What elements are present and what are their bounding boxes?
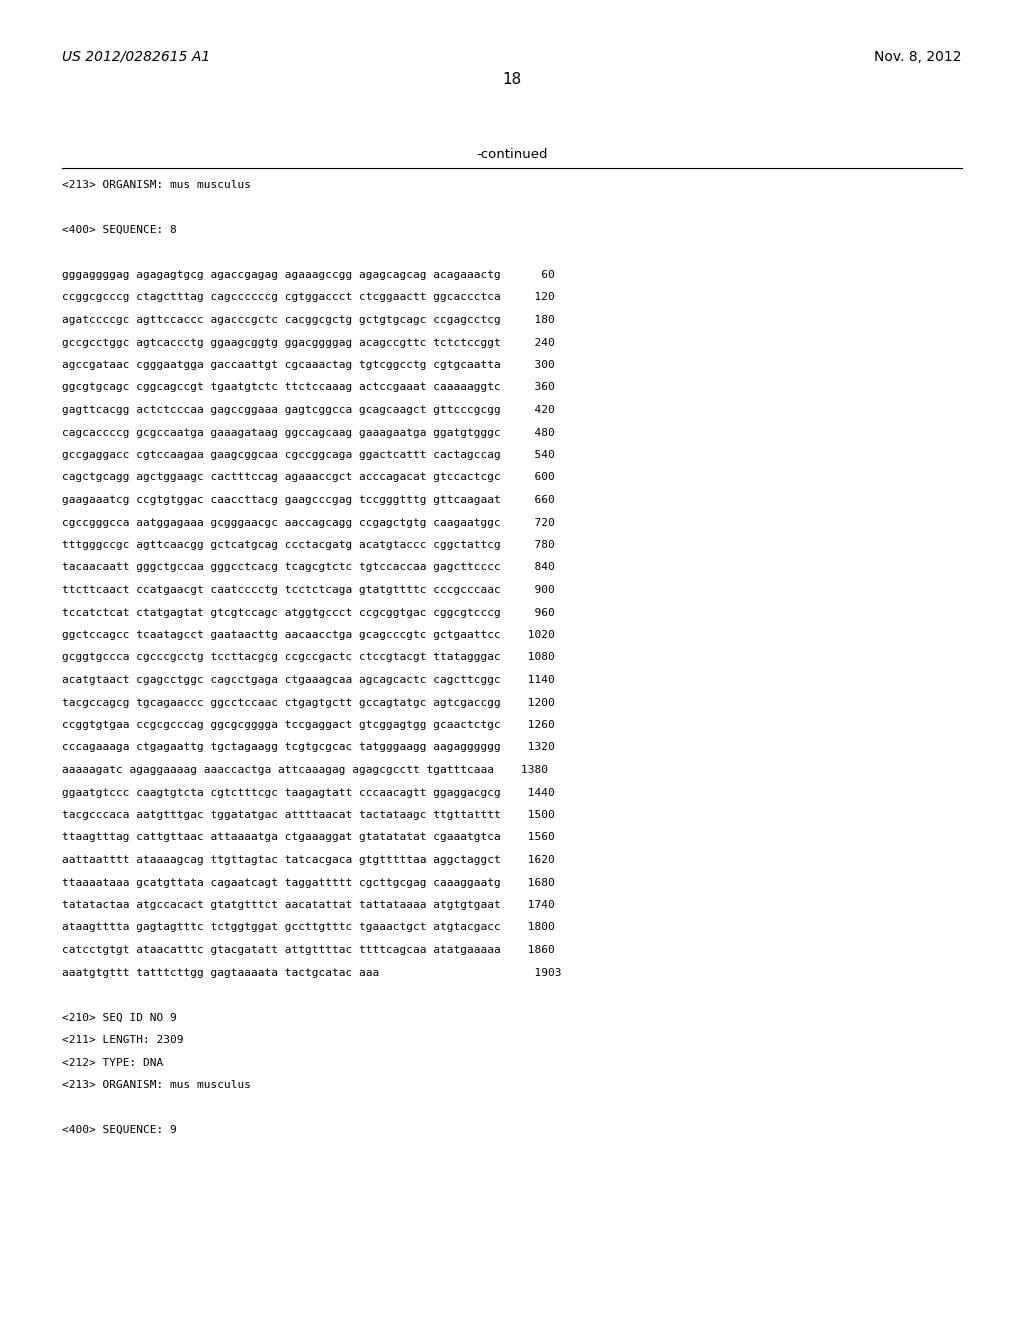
Text: tttgggccgc agttcaacgg gctcatgcag ccctacgatg acatgtaccc cggctattcg     780: tttgggccgc agttcaacgg gctcatgcag ccctacg… <box>62 540 555 550</box>
Text: gaagaaatcg ccgtgtggac caaccttacg gaagcccgag tccgggtttg gttcaagaat     660: gaagaaatcg ccgtgtggac caaccttacg gaagccc… <box>62 495 555 506</box>
Text: gccgaggacc cgtccaagaa gaagcggcaa cgccggcaga ggactcattt cactagccag     540: gccgaggacc cgtccaagaa gaagcggcaa cgccggc… <box>62 450 555 459</box>
Text: <210> SEQ ID NO 9: <210> SEQ ID NO 9 <box>62 1012 177 1023</box>
Text: <213> ORGANISM: mus musculus: <213> ORGANISM: mus musculus <box>62 180 251 190</box>
Text: tacgcccaca aatgtttgac tggatatgac attttaacat tactataagc ttgttatttt    1500: tacgcccaca aatgtttgac tggatatgac attttaa… <box>62 810 555 820</box>
Text: <212> TYPE: DNA: <212> TYPE: DNA <box>62 1057 163 1068</box>
Text: gccgcctggc agtcaccctg ggaagcggtg ggacggggag acagccgttc tctctccggt     240: gccgcctggc agtcaccctg ggaagcggtg ggacggg… <box>62 338 555 347</box>
Text: 18: 18 <box>503 73 521 87</box>
Text: tatatactaa atgccacact gtatgtttct aacatattat tattataaaa atgtgtgaat    1740: tatatactaa atgccacact gtatgtttct aacatat… <box>62 900 555 909</box>
Text: cagctgcagg agctggaagc cactttccag agaaaccgct acccagacat gtccactcgc     600: cagctgcagg agctggaagc cactttccag agaaacc… <box>62 473 555 483</box>
Text: <211> LENGTH: 2309: <211> LENGTH: 2309 <box>62 1035 183 1045</box>
Text: ttaagtttag cattgttaac attaaaatga ctgaaaggat gtatatatat cgaaatgtca    1560: ttaagtttag cattgttaac attaaaatga ctgaaag… <box>62 833 555 842</box>
Text: -continued: -continued <box>476 148 548 161</box>
Text: <400> SEQUENCE: 8: <400> SEQUENCE: 8 <box>62 224 177 235</box>
Text: <400> SEQUENCE: 9: <400> SEQUENCE: 9 <box>62 1125 177 1135</box>
Text: agccgataac cgggaatgga gaccaattgt cgcaaactag tgtcggcctg cgtgcaatta     300: agccgataac cgggaatgga gaccaattgt cgcaaac… <box>62 360 555 370</box>
Text: acatgtaact cgagcctggc cagcctgaga ctgaaagcaa agcagcactc cagcttcggc    1140: acatgtaact cgagcctggc cagcctgaga ctgaaag… <box>62 675 555 685</box>
Text: ccggtgtgaa ccgcgcccag ggcgcgggga tccgaggact gtcggagtgg gcaactctgc    1260: ccggtgtgaa ccgcgcccag ggcgcgggga tccgagg… <box>62 719 555 730</box>
Text: ccggcgcccg ctagctttag cagccccccg cgtggaccct ctcggaactt ggcaccctca     120: ccggcgcccg ctagctttag cagccccccg cgtggac… <box>62 293 555 302</box>
Text: agatccccgc agttccaccc agacccgctc cacggcgctg gctgtgcagc ccgagcctcg     180: agatccccgc agttccaccc agacccgctc cacggcg… <box>62 315 555 325</box>
Text: tacgccagcg tgcagaaccc ggcctccaac ctgagtgctt gccagtatgc agtcgaccgg    1200: tacgccagcg tgcagaaccc ggcctccaac ctgagtg… <box>62 697 555 708</box>
Text: gcggtgccca cgcccgcctg tccttacgcg ccgccgactc ctccgtacgt ttatagggac    1080: gcggtgccca cgcccgcctg tccttacgcg ccgccga… <box>62 652 555 663</box>
Text: ataagtttta gagtagtttc tctggtggat gccttgtttc tgaaactgct atgtacgacc    1800: ataagtttta gagtagtttc tctggtggat gccttgt… <box>62 923 555 932</box>
Text: cagcaccccg gcgccaatga gaaagataag ggccagcaag gaaagaatga ggatgtgggc     480: cagcaccccg gcgccaatga gaaagataag ggccagc… <box>62 428 555 437</box>
Text: tccatctcat ctatgagtat gtcgtccagc atggtgccct ccgcggtgac cggcgtcccg     960: tccatctcat ctatgagtat gtcgtccagc atggtgc… <box>62 607 555 618</box>
Text: aaatgtgttt tatttcttgg gagtaaaata tactgcatac aaa                       1903: aaatgtgttt tatttcttgg gagtaaaata tactgca… <box>62 968 561 978</box>
Text: gagttcacgg actctcccaa gagccggaaa gagtcggcca gcagcaagct gttcccgcgg     420: gagttcacgg actctcccaa gagccggaaa gagtcgg… <box>62 405 555 414</box>
Text: US 2012/0282615 A1: US 2012/0282615 A1 <box>62 50 210 63</box>
Text: aaaaagatc agaggaaaag aaaccactga attcaaagag agagcgcctt tgatttcaaa    1380: aaaaagatc agaggaaaag aaaccactga attcaaag… <box>62 766 548 775</box>
Text: Nov. 8, 2012: Nov. 8, 2012 <box>874 50 962 63</box>
Text: gggaggggag agagagtgcg agaccgagag agaaagccgg agagcagcag acagaaactg      60: gggaggggag agagagtgcg agaccgagag agaaagc… <box>62 271 555 280</box>
Text: aattaatttt ataaaagcag ttgttagtac tatcacgaca gtgtttttaa aggctaggct    1620: aattaatttt ataaaagcag ttgttagtac tatcacg… <box>62 855 555 865</box>
Text: cgccgggcca aatggagaaa gcgggaacgc aaccagcagg ccgagctgtg caagaatggc     720: cgccgggcca aatggagaaa gcgggaacgc aaccagc… <box>62 517 555 528</box>
Text: catcctgtgt ataacatttc gtacgatatt attgttttac ttttcagcaa atatgaaaaa    1860: catcctgtgt ataacatttc gtacgatatt attgttt… <box>62 945 555 954</box>
Text: ggaatgtccc caagtgtcta cgtctttcgc taagagtatt cccaacagtt ggaggacgcg    1440: ggaatgtccc caagtgtcta cgtctttcgc taagagt… <box>62 788 555 797</box>
Text: ttaaaataaa gcatgttata cagaatcagt taggattttt cgcttgcgag caaaggaatg    1680: ttaaaataaa gcatgttata cagaatcagt taggatt… <box>62 878 555 887</box>
Text: ggcgtgcagc cggcagccgt tgaatgtctc ttctccaaag actccgaaat caaaaaggtc     360: ggcgtgcagc cggcagccgt tgaatgtctc ttctcca… <box>62 383 555 392</box>
Text: ggctccagcc tcaatagcct gaataacttg aacaacctga gcagcccgtc gctgaattcc    1020: ggctccagcc tcaatagcct gaataacttg aacaacc… <box>62 630 555 640</box>
Text: ttcttcaact ccatgaacgt caatcccctg tcctctcaga gtatgttttc cccgcccaac     900: ttcttcaact ccatgaacgt caatcccctg tcctctc… <box>62 585 555 595</box>
Text: <213> ORGANISM: mus musculus: <213> ORGANISM: mus musculus <box>62 1080 251 1090</box>
Text: tacaacaatt gggctgccaa gggcctcacg tcagcgtctc tgtccaccaa gagcttcccc     840: tacaacaatt gggctgccaa gggcctcacg tcagcgt… <box>62 562 555 573</box>
Text: cccagaaaga ctgagaattg tgctagaagg tcgtgcgcac tatgggaagg aagagggggg    1320: cccagaaaga ctgagaattg tgctagaagg tcgtgcg… <box>62 742 555 752</box>
